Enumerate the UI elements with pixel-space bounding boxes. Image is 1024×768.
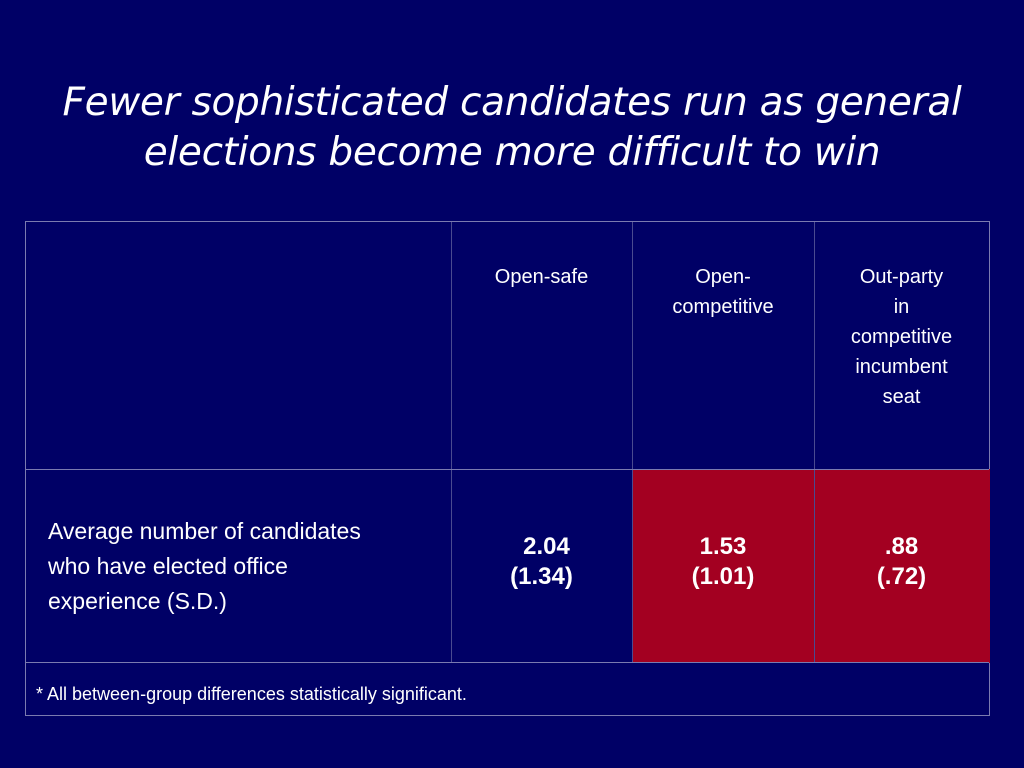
value-cell-open-competitive: 1.53 (1.01) (632, 532, 814, 592)
sd-value: (1.01) (691, 563, 755, 590)
column-header-line: competitive (672, 296, 774, 318)
column-header-line: in (893, 296, 910, 318)
results-table: Open-safe Open- competitive Out-party in… (25, 221, 990, 716)
slide-title: Fewer sophisticated candidates run as ge… (20, 78, 1004, 178)
sd-value: (1.34) (510, 563, 573, 590)
slide-title-line-2: elections become more difficult to win (143, 130, 881, 175)
column-header-out-party: Out-party in competitive incumbent seat (814, 262, 989, 412)
footnote: * All between-group differences statisti… (36, 684, 467, 704)
row-label: Average number of candidates who have el… (48, 514, 448, 619)
column-divider (814, 222, 815, 662)
mean-value: 1.53 (699, 533, 747, 560)
column-divider (632, 222, 633, 662)
value-cell-open-safe: 2.04 (1.34) (451, 532, 632, 592)
mean-value: 2.04 (523, 533, 570, 560)
column-header-line: competitive (850, 326, 953, 348)
sd-value: (.72) (876, 563, 927, 590)
column-header-line: Open- (695, 266, 751, 288)
highlight-cell-open-competitive (632, 469, 815, 663)
mean-value: .88 (884, 533, 919, 560)
highlight-cell-out-party (815, 469, 990, 663)
slide-title-line-1: Fewer sophisticated candidates run as ge… (62, 80, 962, 125)
value-cell-out-party: .88 (.72) (814, 532, 989, 592)
column-header-open-safe: Open-safe (451, 262, 632, 292)
row-label-line: Average number of candidates (48, 518, 361, 544)
column-header-line: seat (882, 386, 921, 408)
column-header-line: Out-party (859, 266, 944, 288)
column-header-open-competitive: Open- competitive (632, 262, 814, 322)
row-label-line: who have elected office (48, 553, 288, 579)
column-divider (451, 222, 452, 662)
column-header-line: Open-safe (494, 266, 589, 288)
column-header-line: incumbent (855, 356, 948, 378)
row-divider (26, 469, 989, 470)
row-label-line: experience (S.D.) (48, 588, 227, 614)
row-divider (26, 662, 989, 663)
